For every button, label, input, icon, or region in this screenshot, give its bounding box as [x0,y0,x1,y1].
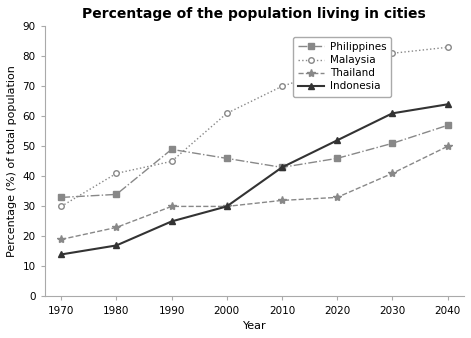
Indonesia [445,102,450,106]
Indonesia [169,219,174,223]
Line: Indonesia: Indonesia [58,101,451,258]
X-axis label: Year: Year [243,321,266,331]
Malaysia [390,51,395,55]
Title: Percentage of the population living in cities: Percentage of the population living in c… [82,7,426,21]
Malaysia [224,111,229,115]
Malaysia [169,159,174,163]
Philippines [445,123,450,127]
Philippines [334,156,340,161]
Philippines [114,192,119,196]
Legend: Philippines, Malaysia, Thailand, Indonesia: Philippines, Malaysia, Thailand, Indones… [293,37,391,97]
Thailand [390,171,395,175]
Thailand [279,198,285,202]
Thailand [334,195,340,199]
Thailand [58,237,64,241]
Philippines [169,147,174,151]
Indonesia [390,111,395,115]
Malaysia [279,84,285,88]
Y-axis label: Percentage (%) of total population: Percentage (%) of total population [7,66,17,257]
Indonesia [114,243,119,247]
Thailand [114,225,119,230]
Thailand [169,204,174,209]
Indonesia [58,252,64,257]
Line: Malaysia: Malaysia [58,45,450,209]
Line: Philippines: Philippines [58,123,450,200]
Philippines [58,195,64,199]
Philippines [279,165,285,169]
Malaysia [445,45,450,49]
Indonesia [224,204,229,209]
Indonesia [279,165,285,169]
Philippines [224,156,229,161]
Thailand [445,144,450,148]
Malaysia [334,66,340,70]
Indonesia [334,138,340,142]
Thailand [224,204,229,209]
Line: Thailand: Thailand [57,142,452,244]
Malaysia [114,171,119,175]
Philippines [390,141,395,145]
Malaysia [58,204,64,209]
